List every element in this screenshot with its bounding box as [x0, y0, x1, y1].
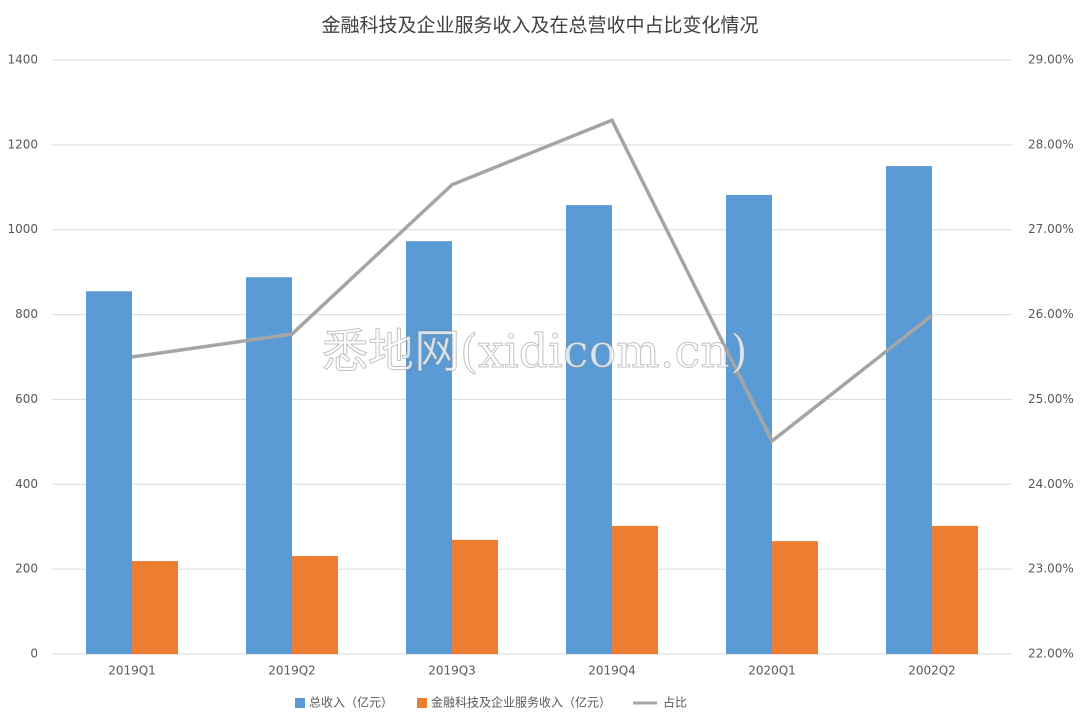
x-tick-label: 2020Q1: [748, 664, 796, 678]
x-tick-label: 2002Q2: [908, 664, 956, 678]
x-tick-label: 2019Q4: [588, 664, 636, 678]
y-tick-label: 600: [15, 392, 38, 406]
bar: [886, 166, 932, 655]
bar: [132, 561, 178, 654]
y2-tick-label: 27.00%: [1028, 222, 1074, 236]
y2-tick-label: 29.00%: [1028, 53, 1074, 67]
y2-tick-label: 24.00%: [1028, 477, 1074, 491]
y-tick-label: 200: [15, 562, 38, 576]
legend-swatch: [417, 698, 428, 708]
legend-swatch: [295, 698, 305, 708]
y2-tick-label: 25.00%: [1028, 392, 1074, 406]
x-tick-label: 2019Q3: [428, 664, 476, 678]
y-tick-label: 1200: [7, 137, 38, 151]
y2-tick-label: 26.00%: [1028, 307, 1074, 321]
bar: [452, 539, 498, 654]
bar: [86, 291, 132, 654]
legend-label: 占比: [663, 695, 687, 710]
watermark: 悉地网(xidicom.cn): [322, 324, 748, 378]
bar: [406, 241, 452, 655]
line: [131, 118, 934, 444]
y-tick-label: 1000: [7, 222, 38, 236]
bar: [772, 541, 818, 654]
y-tick-label: 800: [15, 307, 38, 321]
legend-label: 总收入（亿元）: [309, 695, 393, 710]
chart-title: 金融科技及企业服务收入及在总营收中占比变化情况: [321, 15, 758, 37]
bar: [566, 205, 612, 654]
y-tick-label: 0: [30, 647, 38, 661]
y2-tick-label: 23.00%: [1028, 562, 1074, 576]
bar: [932, 525, 978, 654]
y2-tick-label: 28.00%: [1028, 137, 1074, 151]
y-tick-label: 400: [15, 477, 38, 491]
x-tick-label: 2019Q2: [268, 664, 316, 678]
bar: [292, 555, 338, 654]
legend-label: 金融科技及企业服务收入（亿元）: [431, 695, 611, 710]
x-tick-label: 2019Q1: [108, 664, 156, 678]
y-tick-label: 1400: [7, 53, 38, 67]
y2-tick-label: 22.00%: [1028, 647, 1074, 661]
bar: [612, 525, 658, 654]
